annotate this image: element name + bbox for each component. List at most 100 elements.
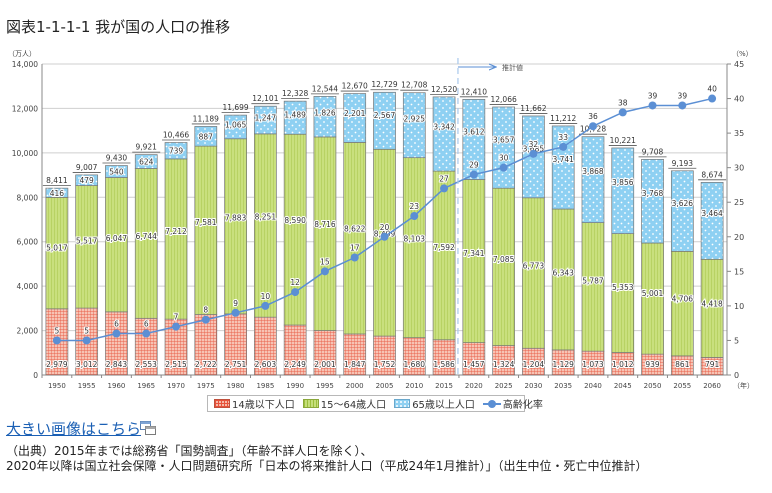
bar-working (641, 242, 664, 355)
working-value-label: 8,716 (314, 220, 336, 229)
aging-rate-label: 33 (558, 133, 568, 142)
projection-label: 推計値 (502, 63, 523, 72)
bar-working (462, 179, 486, 343)
aging-rate-point (291, 288, 300, 297)
bar-young (373, 335, 396, 376)
total-label: 12,670 (342, 82, 368, 91)
aging-rate-point (469, 170, 478, 179)
working-value-label: 5,353 (612, 283, 634, 292)
bar-elderly (373, 91, 396, 150)
bar-working (343, 142, 367, 335)
young-value-label: 939 (645, 360, 660, 369)
x-axis-unit: （年） (733, 381, 754, 390)
elderly-value-label: 3,342 (433, 123, 455, 132)
aging-rate-label: 5 (55, 326, 60, 335)
elderly-value-label: 1,065 (225, 121, 247, 130)
bar-elderly (224, 114, 247, 140)
bar-elderly (462, 98, 486, 180)
elderly-value-label: 739 (169, 147, 184, 156)
elderly-value-label: 887 (199, 132, 214, 141)
y2-tick-label: 35 (734, 129, 744, 138)
young-value-label: 2,249 (284, 360, 306, 369)
aging-rate-line: 5 5 6 6 7 8 9 10 12 15 17 20 23 27 29 30 32 33 36 38 39 39 40 (52, 84, 718, 345)
x-tick-label: 2040 (584, 382, 602, 390)
bar-labels: 8,411 2,979 5,017 416 9,007 3,012 5,517 479 9,43… (42, 80, 727, 370)
total-label: 11,189 (193, 114, 219, 123)
x-tick-label: 2000 (346, 382, 364, 390)
young-value-label: 2,001 (314, 360, 336, 369)
aging-rate-point (529, 149, 538, 158)
aging-rate-label: 39 (648, 91, 658, 100)
legend-label-elderly: 65歳以上人口 (412, 400, 475, 411)
working-value-label: 8,622 (344, 225, 366, 234)
young-value-label: 1,680 (404, 360, 426, 369)
bar-working (134, 168, 158, 319)
total-label: 12,410 (461, 87, 487, 96)
x-tick-label: 2035 (554, 382, 572, 390)
window-icon[interactable] (140, 421, 156, 435)
working-value-label: 8,251 (255, 212, 277, 221)
aging-rate-label: 32 (529, 140, 539, 149)
bar-working (492, 187, 515, 346)
aging-rate-point (320, 267, 329, 276)
elderly-value-label: 1,247 (255, 113, 277, 122)
young-value-label: 2,979 (46, 360, 68, 369)
young-value-label: 1,847 (344, 360, 366, 369)
total-label: 11,212 (550, 114, 576, 123)
elderly-value-label: 3,657 (493, 135, 515, 144)
x-tick-label: 2045 (614, 382, 632, 390)
total-label: 12,328 (282, 89, 308, 98)
aging-rate-label: 9 (233, 299, 238, 308)
x-tick-label: 2020 (465, 382, 483, 390)
aging-rate-label: 17 (350, 244, 360, 253)
legend-label-working: 15～64歳人口 (320, 400, 387, 411)
working-value-label: 5,001 (642, 289, 664, 298)
y-tick-label: 8,000 (17, 193, 39, 202)
elderly-value-label: 3,626 (672, 199, 694, 208)
aging-rate-point (142, 329, 151, 338)
elderly-value-label: 479 (80, 176, 95, 185)
aging-rate-label: 6 (114, 320, 119, 329)
working-value-label: 4,706 (672, 294, 694, 303)
elderly-value-label: 3,612 (463, 127, 485, 136)
y-axis-label: （万人） (8, 50, 36, 58)
aging-rate-label: 12 (290, 278, 300, 287)
bar-working (313, 136, 337, 331)
working-value-label: 5,517 (76, 237, 98, 246)
aging-rate-point (380, 232, 389, 241)
y-tick-label: 6,000 (17, 238, 39, 247)
aging-rate-point (499, 163, 508, 172)
total-label: 12,066 (491, 95, 517, 104)
legend-item-young: 14歳以下人口 (214, 396, 295, 411)
x-tick-label: 2055 (673, 382, 691, 390)
y2-tick-label: 30 (734, 164, 744, 173)
y-tick-label: 2,000 (17, 327, 39, 336)
young-value-label: 861 (675, 360, 690, 369)
y2-tick-label: 20 (734, 233, 744, 242)
large-image-link[interactable]: 大きい画像はこちら (6, 420, 142, 438)
x-tick-label: 1985 (256, 382, 274, 390)
young-value-label: 1,073 (582, 360, 604, 369)
y2-tick-label: 40 (734, 95, 744, 104)
bar-elderly (432, 96, 456, 172)
x-tick-label: 1960 (108, 382, 126, 390)
working-value-label: 4,418 (701, 299, 723, 308)
elderly-value-label: 2,201 (344, 109, 366, 118)
young-value-label: 3,012 (76, 360, 98, 369)
y2-axis-label: （%） (732, 50, 753, 58)
x-tick-label: 2050 (644, 382, 662, 390)
bar-working (194, 145, 218, 315)
total-label: 8,411 (46, 176, 68, 185)
y-tick-label: 12,000 (12, 104, 38, 113)
bar-working (75, 185, 99, 309)
young-value-label: 1,457 (463, 360, 485, 369)
bar-elderly (254, 105, 277, 135)
aging-rate-point (678, 101, 687, 110)
aging-rate-label: 39 (678, 91, 688, 100)
bar-working (105, 177, 128, 313)
y-tick-label: 0 (33, 371, 38, 380)
bar-elderly (164, 142, 188, 160)
aging-rate-label: 36 (588, 112, 598, 121)
total-label: 12,544 (312, 84, 338, 93)
aging-rate-point (261, 301, 270, 310)
